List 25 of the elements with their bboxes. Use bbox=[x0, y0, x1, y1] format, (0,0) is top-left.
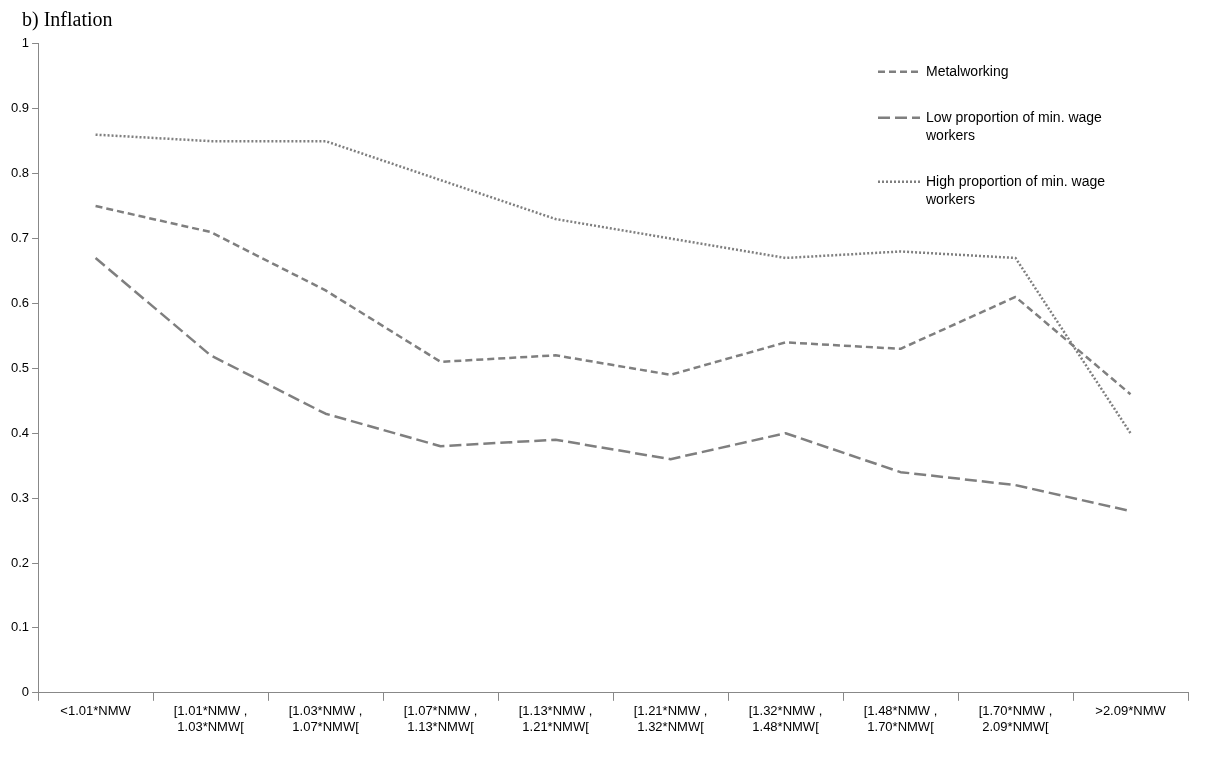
x-tick-label: [1.32*NMW , 1.48*NMW[ bbox=[748, 703, 823, 734]
y-tick-label: 0.4 bbox=[10, 424, 30, 440]
legend-label: Metalworking bbox=[926, 62, 1009, 79]
x-tick-label: [1.21*NMW , 1.32*NMW[ bbox=[633, 703, 708, 734]
chart-title: b) Inflation bbox=[22, 8, 114, 31]
legend-label: Low proportion of min. wage workers bbox=[925, 108, 1103, 143]
y-tick-label: 0.1 bbox=[10, 619, 30, 635]
y-tick-label: 1 bbox=[21, 35, 30, 51]
x-tick-label: [1.01*NMW , 1.03*NMW[ bbox=[173, 703, 248, 734]
y-tick-label: 0.8 bbox=[10, 165, 30, 181]
y-tick-label: 0.6 bbox=[10, 294, 30, 310]
y-tick-label: 0 bbox=[21, 684, 30, 700]
y-tick-label: 0.7 bbox=[10, 230, 30, 246]
y-tick-label: 0.3 bbox=[10, 489, 30, 505]
x-tick-label: >2.09*NMW bbox=[1095, 703, 1167, 719]
y-tick-label: 0.9 bbox=[10, 100, 30, 116]
x-tick-label: [1.03*NMW , 1.07*NMW[ bbox=[288, 703, 363, 734]
y-tick-label: 0.2 bbox=[10, 554, 30, 570]
x-tick-label: <1.01*NMW bbox=[60, 703, 132, 719]
x-tick-label: [1.48*NMW , 1.70*NMW[ bbox=[863, 703, 938, 734]
x-tick-label: [1.13*NMW , 1.21*NMW[ bbox=[518, 703, 593, 734]
x-tick-label: [1.70*NMW , 2.09*NMW[ bbox=[978, 703, 1053, 734]
x-tick-label: [1.07*NMW , 1.13*NMW[ bbox=[403, 703, 478, 734]
legend-label: High proportion of min. wage workers bbox=[925, 172, 1106, 207]
y-tick-label: 0.5 bbox=[10, 359, 30, 375]
